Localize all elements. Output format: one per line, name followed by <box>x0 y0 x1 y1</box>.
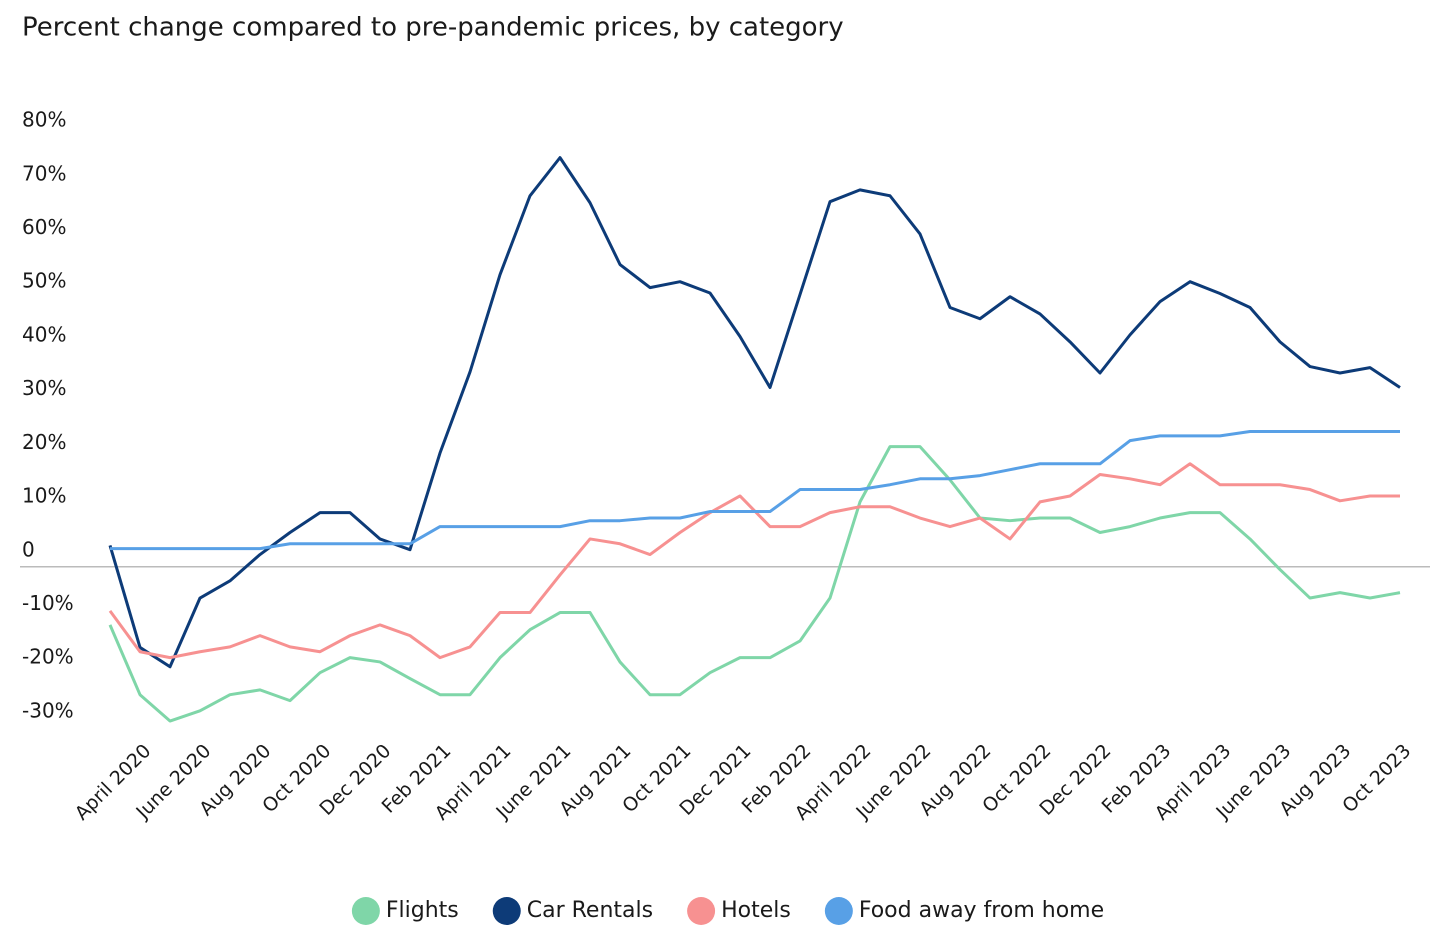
y-tick-label: 20% <box>22 430 66 454</box>
y-tick-label: -20% <box>22 645 74 669</box>
y-tick-label: 40% <box>22 322 66 346</box>
legend-label: Hotels <box>721 898 791 923</box>
y-tick-label: 30% <box>22 376 66 400</box>
y-tick-label: -10% <box>22 591 74 615</box>
line-series <box>108 156 1401 669</box>
line-series <box>110 430 1400 551</box>
y-tick-label: 50% <box>22 269 66 293</box>
legend-marker <box>492 897 521 925</box>
y-tick-label: 10% <box>22 484 66 508</box>
y-tick-label: -30% <box>22 698 74 722</box>
legend-label: Food away from home <box>859 898 1104 923</box>
legend-label: Car Rentals <box>527 898 653 923</box>
line-series <box>108 445 1401 723</box>
y-tick-label: 80% <box>22 108 66 132</box>
y-tick-label: 0 <box>22 537 35 561</box>
y-tick-label: 70% <box>22 161 66 185</box>
line-series <box>108 462 1400 660</box>
chart-title: Percent change compared to pre-pandemic … <box>22 13 844 43</box>
legend-marker <box>824 897 853 925</box>
y-tick-label: 60% <box>22 215 66 239</box>
legend-label: Flights <box>386 898 459 923</box>
legend-marker <box>687 897 716 925</box>
legend-marker <box>351 897 380 925</box>
